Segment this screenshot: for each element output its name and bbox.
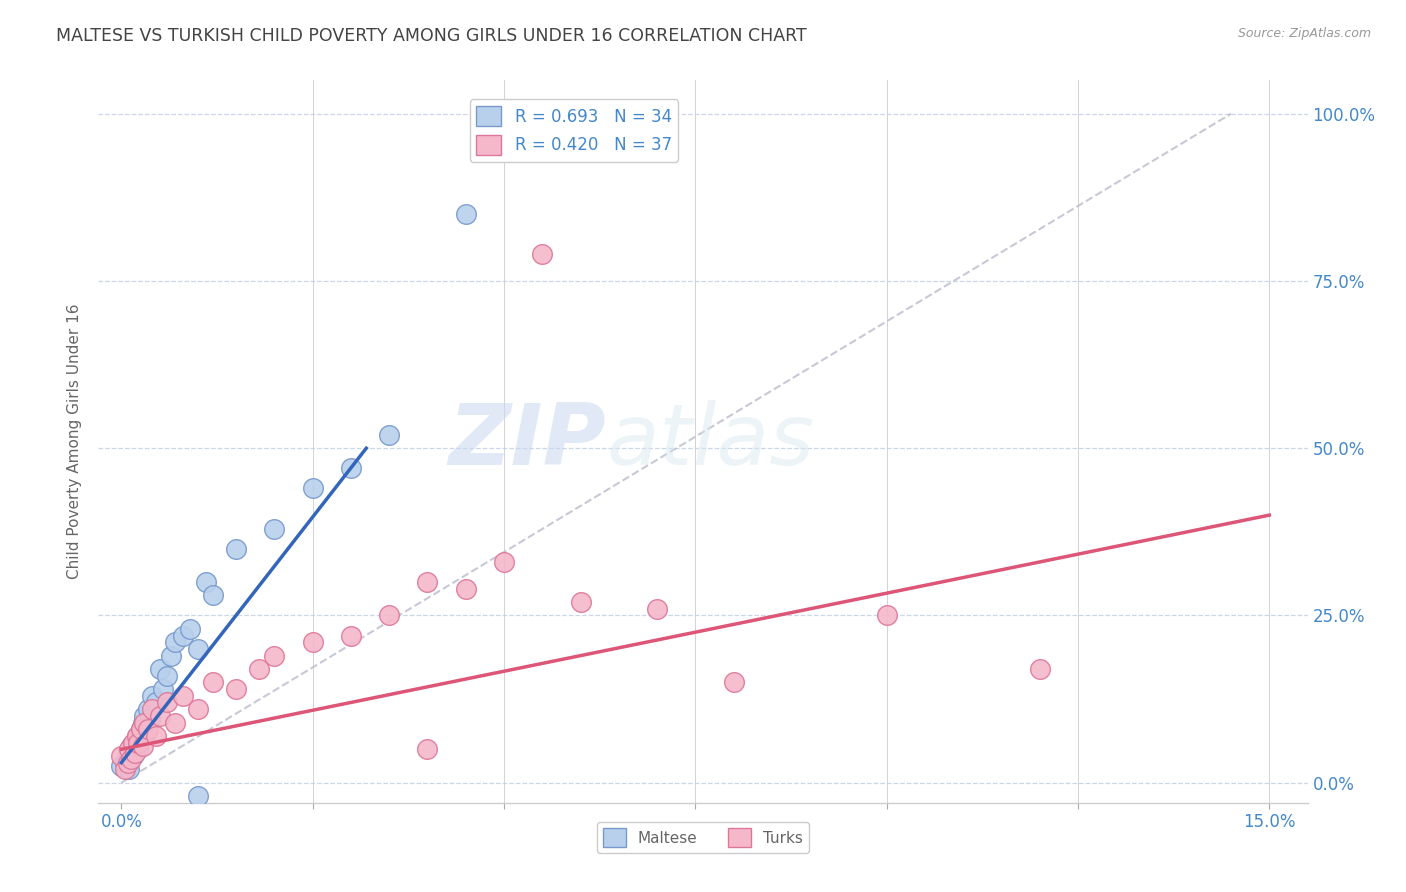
Point xyxy=(149,708,172,723)
Point xyxy=(145,696,167,710)
Text: MALTESE VS TURKISH CHILD POVERTY AMONG GIRLS UNDER 16 CORRELATION CHART: MALTESE VS TURKISH CHILD POVERTY AMONG G… xyxy=(56,27,807,45)
Point xyxy=(187,702,209,716)
Point xyxy=(416,742,439,756)
Point xyxy=(569,595,592,609)
Point xyxy=(129,723,152,737)
Point xyxy=(172,689,194,703)
Point xyxy=(134,715,156,730)
Point xyxy=(134,708,156,723)
Point xyxy=(187,642,209,657)
Point xyxy=(125,729,148,743)
Point xyxy=(145,729,167,743)
Point xyxy=(156,696,179,710)
Point xyxy=(340,461,363,475)
Point xyxy=(340,628,363,642)
Point xyxy=(160,648,183,663)
Point xyxy=(120,752,142,766)
Point xyxy=(172,628,194,642)
Point xyxy=(179,622,201,636)
Point xyxy=(152,681,174,696)
Point xyxy=(263,648,285,663)
Point xyxy=(125,729,148,743)
Point xyxy=(141,689,163,703)
Point xyxy=(454,207,477,221)
Point xyxy=(114,762,136,776)
Point xyxy=(225,681,247,696)
Point xyxy=(187,789,209,804)
Y-axis label: Child Poverty Among Girls Under 16: Child Poverty Among Girls Under 16 xyxy=(67,304,83,579)
Point xyxy=(723,675,745,690)
Point xyxy=(110,759,132,773)
Point xyxy=(225,541,247,556)
Point xyxy=(531,247,554,261)
Point xyxy=(117,746,139,760)
Point xyxy=(132,739,155,753)
Point xyxy=(120,739,142,753)
Point xyxy=(416,574,439,589)
Text: Source: ZipAtlas.com: Source: ZipAtlas.com xyxy=(1237,27,1371,40)
Point xyxy=(202,589,225,603)
Point xyxy=(645,602,668,616)
Point xyxy=(301,635,323,649)
Point xyxy=(1028,662,1050,676)
Point xyxy=(124,735,146,749)
Point xyxy=(247,662,270,676)
Point xyxy=(136,702,159,716)
Point xyxy=(301,482,323,496)
Point xyxy=(127,735,149,749)
Point xyxy=(135,725,157,739)
Point xyxy=(141,702,163,716)
Point xyxy=(378,428,401,442)
Point xyxy=(118,742,141,756)
Legend: Maltese, Turks: Maltese, Turks xyxy=(596,822,810,853)
Point xyxy=(118,762,141,776)
Point xyxy=(454,582,477,596)
Point xyxy=(163,635,186,649)
Point xyxy=(114,756,136,770)
Point xyxy=(156,669,179,683)
Point xyxy=(121,749,143,764)
Point xyxy=(202,675,225,690)
Text: ZIP: ZIP xyxy=(449,400,606,483)
Point xyxy=(129,723,152,737)
Point xyxy=(492,555,515,569)
Point xyxy=(163,715,186,730)
Point xyxy=(127,742,149,756)
Text: atlas: atlas xyxy=(606,400,814,483)
Point xyxy=(378,608,401,623)
Point xyxy=(121,735,143,749)
Point xyxy=(110,749,132,764)
Point xyxy=(263,521,285,535)
Point xyxy=(117,756,139,770)
Point xyxy=(132,715,155,730)
Point xyxy=(149,662,172,676)
Point xyxy=(136,723,159,737)
Point xyxy=(194,574,217,589)
Point xyxy=(124,746,146,760)
Point xyxy=(139,712,162,726)
Point xyxy=(876,608,898,623)
